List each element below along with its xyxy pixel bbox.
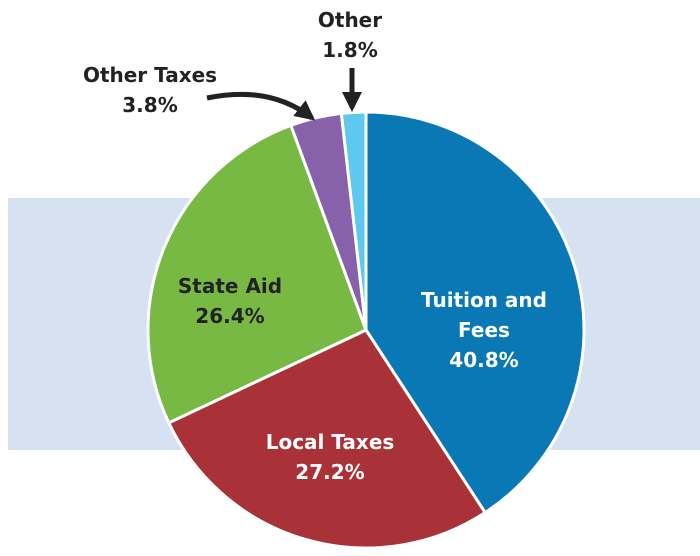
value-label: 3.8% [122,93,178,117]
value-label: 27.2% [295,460,365,484]
category-label: Other [317,8,383,32]
arrow [206,91,316,121]
slice-label: Tuition and Fees 40.8% [409,285,559,375]
value-label: 40.8% [449,348,519,372]
category-label: State Aid [177,274,283,298]
slice-label: Other 1.8% [300,5,400,65]
slice-label: Local Taxes 27.2% [230,427,430,487]
slice [339,110,368,331]
slice [146,123,368,425]
value-label: 1.8% [322,38,378,62]
value-label: 26.4% [195,304,265,328]
slice [166,328,488,550]
pie [146,110,586,550]
slice-label: Other Taxes 3.8% [50,60,250,120]
category-label: Local Taxes [265,430,395,454]
category-label: Tuition and Fees [421,288,547,342]
slice-label: State Aid 26.4% [155,271,305,331]
category-label: Other Taxes [82,63,218,87]
